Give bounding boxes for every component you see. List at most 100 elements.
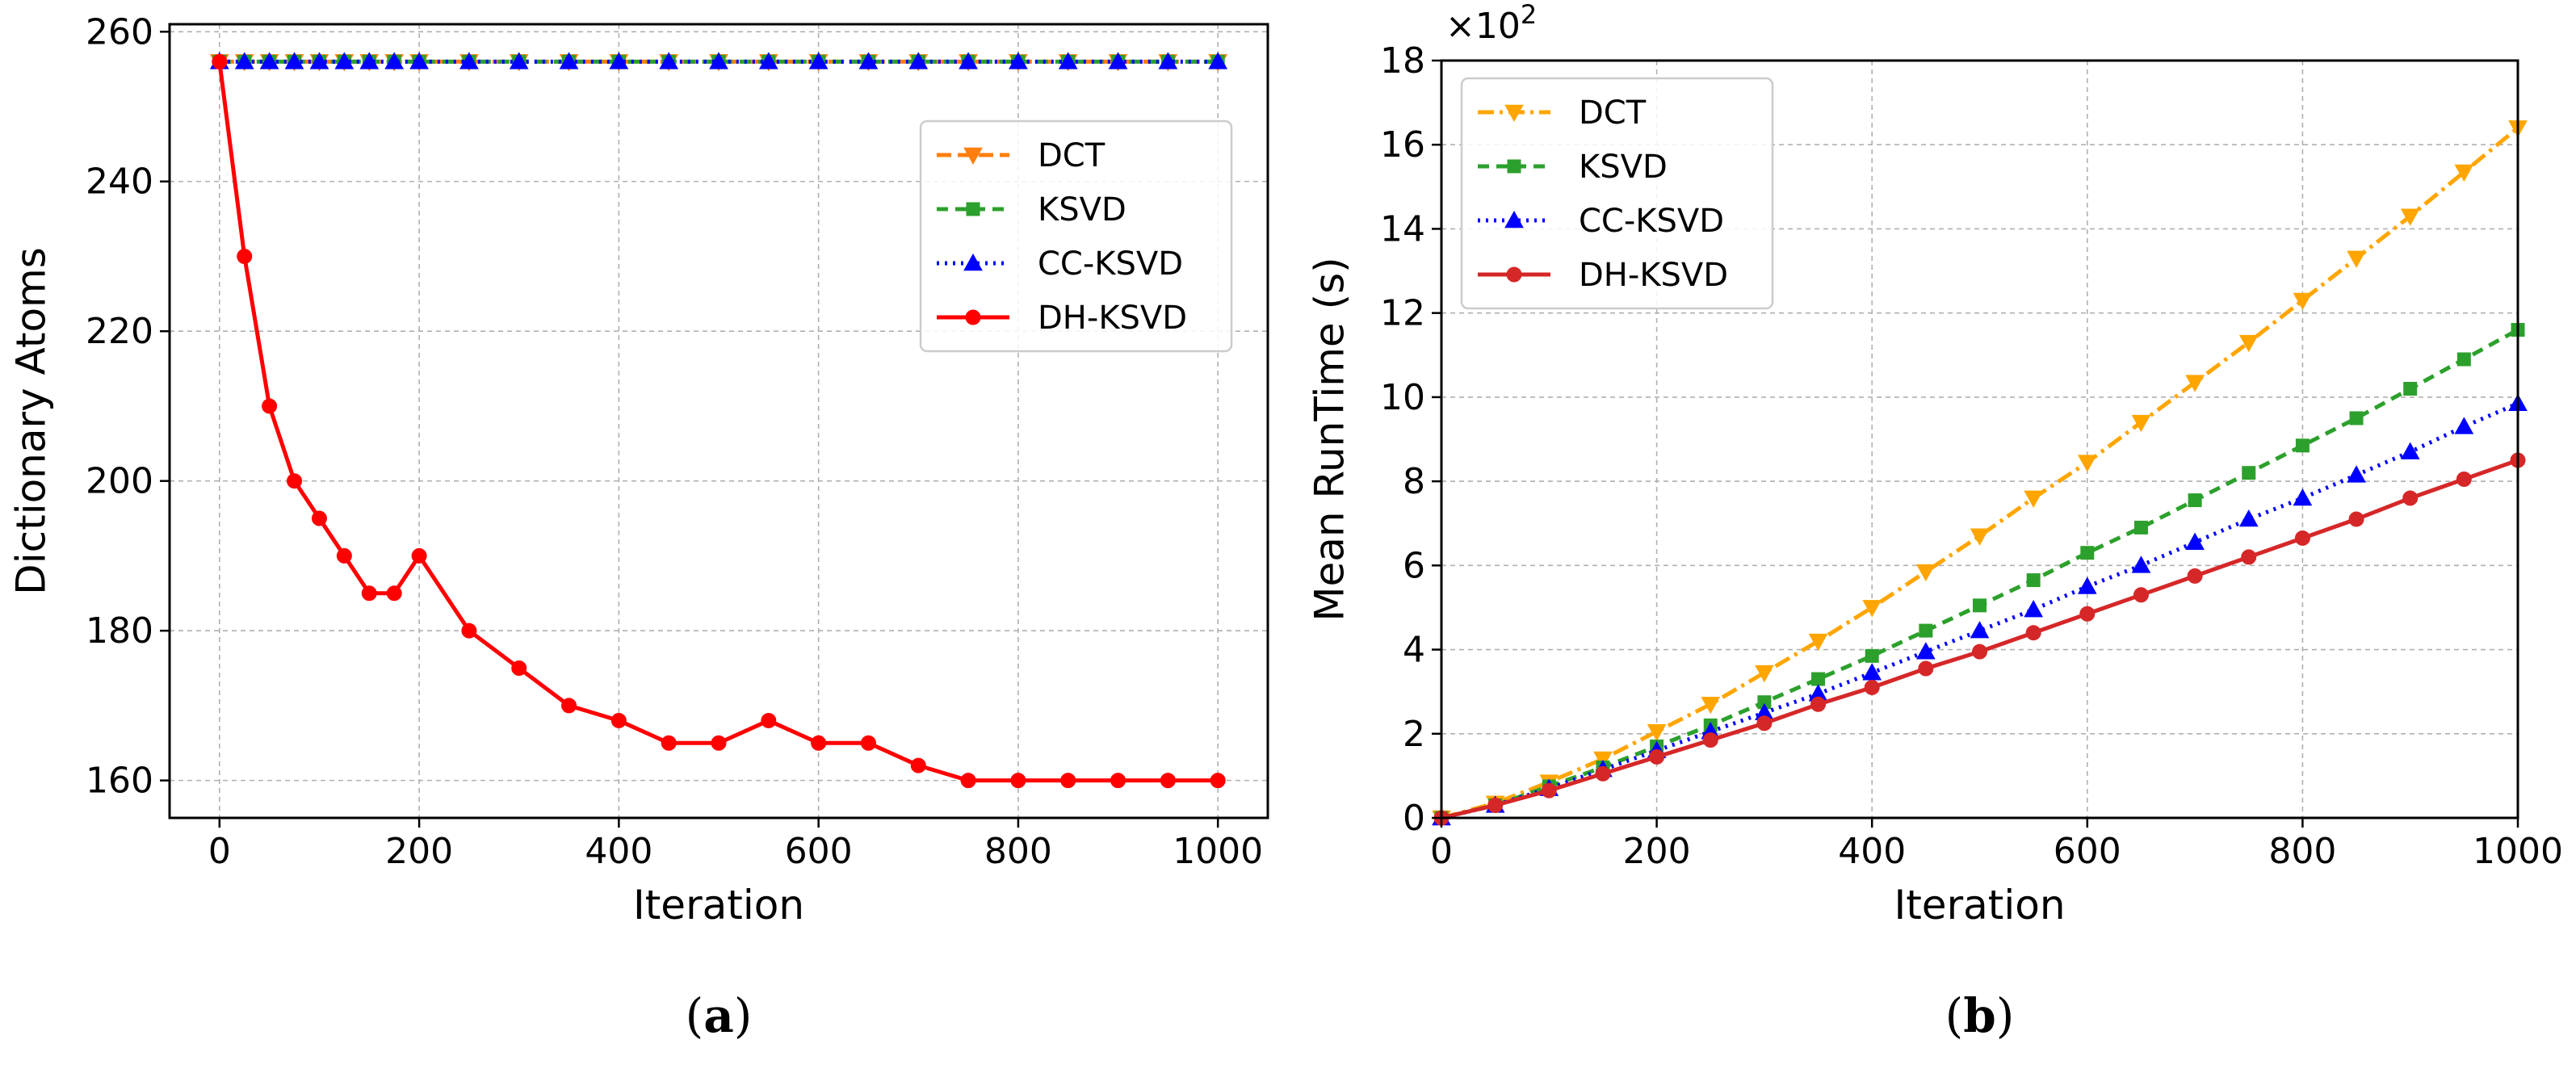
panel-a-cc-ksvd-point xyxy=(359,52,380,69)
panel-a-legend-label-ksvd: KSVD xyxy=(1038,191,1126,228)
panel-b-legend-label-ksvd: KSVD xyxy=(1579,149,1668,186)
panel-b-cc-ksvd-point xyxy=(2077,576,2097,594)
panel-b-y-tick-label: 8 xyxy=(1403,461,1425,502)
panel-a-y-tick-label: 220 xyxy=(86,311,153,352)
panel-b-dct-point xyxy=(2024,490,2043,508)
panel-b-ksvd-point xyxy=(2026,573,2041,588)
panel-b-x-tick-label: 200 xyxy=(1623,831,1691,872)
panel-b-dct-point xyxy=(1755,664,1774,683)
panel-b-y-tick-label: 6 xyxy=(1403,545,1425,586)
panel-a-cc-ksvd-point xyxy=(709,52,728,69)
panel-b-cc-ksvd-point xyxy=(2400,442,2420,459)
panel-b-dh-ksvd-point xyxy=(2187,568,2203,584)
panel-a-caption-label: (a) xyxy=(686,988,753,1043)
panel-a-dh-ksvd-point xyxy=(411,547,427,564)
panel-b-plot-frame xyxy=(1440,59,2519,820)
panel-b-y-tick-label: 2 xyxy=(1403,714,1425,755)
panel-b-y-tick-label: 16 xyxy=(1380,124,1425,166)
panel-b-legend-label-dct: DCT xyxy=(1579,94,1647,132)
panel-a-x-axis-label: Iteration xyxy=(633,882,804,929)
panel-b-dh-ksvd-point xyxy=(1756,715,1773,732)
panel-b-dct-point xyxy=(2131,414,2151,433)
panel-b-caption-label: (b) xyxy=(1945,988,2015,1043)
panel-b-y-tick-label: 0 xyxy=(1403,798,1425,839)
panel-a-ticks: 0 200 400 600 800 1000 160 180 200 220 240 260 xyxy=(86,11,1263,872)
panel-a-legend-marker-cc-ksvd xyxy=(963,253,983,271)
panel-a-legend-item-dh-ksvd: DH-KSVD xyxy=(937,300,1187,337)
panel-a-legend-marker-dct xyxy=(963,147,983,166)
panel-b-cc-ksvd-point xyxy=(2347,465,2366,483)
panel-b-cc-ksvd-point xyxy=(2185,532,2205,550)
panel-b-x-tick-label: 600 xyxy=(2054,831,2121,872)
panel-b-dh-ksvd-point xyxy=(1918,660,1934,677)
panel-b-legend-label-cc-ksvd: CC-KSVD xyxy=(1579,203,1724,240)
panel-b-scale-exponent: 2 xyxy=(1521,0,1537,30)
panel-a-cc-ksvd-point xyxy=(959,52,978,69)
panel-b-y-tick-label: 4 xyxy=(1403,630,1425,671)
panel-b-dct-point xyxy=(1970,528,1990,546)
panel-a-x-tick-label: 0 xyxy=(208,831,231,872)
panel-b-legend-marker-dh-ksvd xyxy=(1506,266,1522,283)
panel-a-x-tick-label: 400 xyxy=(585,831,652,872)
panel-a-x-tick-label: 1000 xyxy=(1173,831,1263,872)
panel-b-ksvd-point xyxy=(2295,438,2310,453)
panel-a-series-dh-ksvd xyxy=(212,53,1226,789)
panel-b-series-dh-ksvd xyxy=(1433,452,2526,826)
panel-a-cc-ksvd-point xyxy=(259,52,279,69)
panel-b-dh-ksvd-point xyxy=(1702,732,1718,748)
panel-b-dh-ksvd-point xyxy=(2079,606,2096,622)
panel-a-dh-ksvd-point xyxy=(960,773,976,789)
panel-a-cc-ksvd-point xyxy=(384,52,405,69)
panel-b-dct-point xyxy=(2293,292,2313,311)
panel-a-dh-ksvd-point xyxy=(910,757,926,773)
panel-a-cc-ksvd-point xyxy=(1108,52,1128,69)
panel-b-dh-ksvd-point xyxy=(1810,696,1827,712)
panel-a-cc-ksvd-point xyxy=(758,52,778,69)
panel-a-dh-ksvd-point xyxy=(511,660,527,677)
panel-a-dh-ksvd-point xyxy=(561,698,577,714)
panel-b-legend-item-dh-ksvd: DH-KSVD xyxy=(1478,257,1728,294)
panel-b-ticks: 0 200 400 600 800 1000 0 2 4 6 8 10 12 14 16 18 xyxy=(1380,40,2563,872)
panel-b-dct-point xyxy=(2454,164,2474,182)
panel-b-ksvd-point xyxy=(2403,381,2418,396)
panel-a-dh-ksvd-point xyxy=(386,585,402,602)
panel-a-legend: DCT KSVD CC-KSVD DH-KSVD xyxy=(919,119,1233,353)
panel-a-cc-ksvd-point xyxy=(908,52,929,69)
panel-b-dh-ksvd-point xyxy=(2025,625,2041,641)
panel-a-legend-label-dct: DCT xyxy=(1038,137,1105,174)
panel-a-x-tick-label: 200 xyxy=(385,831,453,872)
panel-a-cc-ksvd-point xyxy=(284,52,304,69)
panel-b-ksvd-point xyxy=(1973,598,1987,613)
panel-b-x-tick-label: 1000 xyxy=(2473,831,2563,872)
panel-a-caption-letter: a xyxy=(703,988,734,1043)
panel-b-legend-item-cc-ksvd: CC-KSVD xyxy=(1478,203,1724,240)
panel-b-scale-base: ×10 xyxy=(1445,6,1521,47)
panel-a-dh-ksvd-point xyxy=(661,735,677,751)
panel-b-caption-letter: b xyxy=(1963,988,1996,1043)
panel-a-dh-ksvd-point xyxy=(811,735,827,751)
panel-a-dh-ksvd-point xyxy=(262,398,278,414)
panel-a-legend-item-dct: DCT xyxy=(937,137,1105,174)
panel-b-dct-point xyxy=(1862,600,1882,618)
panel-b-ksvd-point xyxy=(2349,411,2364,426)
panel-a-dh-ksvd-point xyxy=(212,53,228,69)
panel-a-y-tick-label: 200 xyxy=(86,461,153,502)
panel-a-x-tick-label: 800 xyxy=(984,831,1052,872)
panel-a-cc-ksvd-point xyxy=(234,52,254,69)
panel-b-cc-ksvd-point xyxy=(2024,600,2043,618)
panel-b-cc-ksvd-point xyxy=(2131,555,2151,573)
panel-a-cc-ksvd-point xyxy=(609,52,629,69)
panel-a-legend-marker-dh-ksvd xyxy=(965,309,981,325)
panel-b-ksvd-point xyxy=(2080,546,2095,560)
panel-b-dct-line xyxy=(1441,126,2519,820)
panel-a-plot-frame xyxy=(168,23,1269,820)
panel-a-series xyxy=(209,52,1228,789)
panel-b-dct-point xyxy=(2077,455,2097,472)
panel-b-dh-ksvd-point xyxy=(2456,472,2472,488)
panel-b-dh-ksvd-point xyxy=(2348,511,2364,527)
panel-b-ksvd-point xyxy=(1811,672,1826,686)
panel-b-dh-ksvd-point xyxy=(2241,549,2257,565)
panel-a-y-tick-label: 180 xyxy=(86,610,153,652)
